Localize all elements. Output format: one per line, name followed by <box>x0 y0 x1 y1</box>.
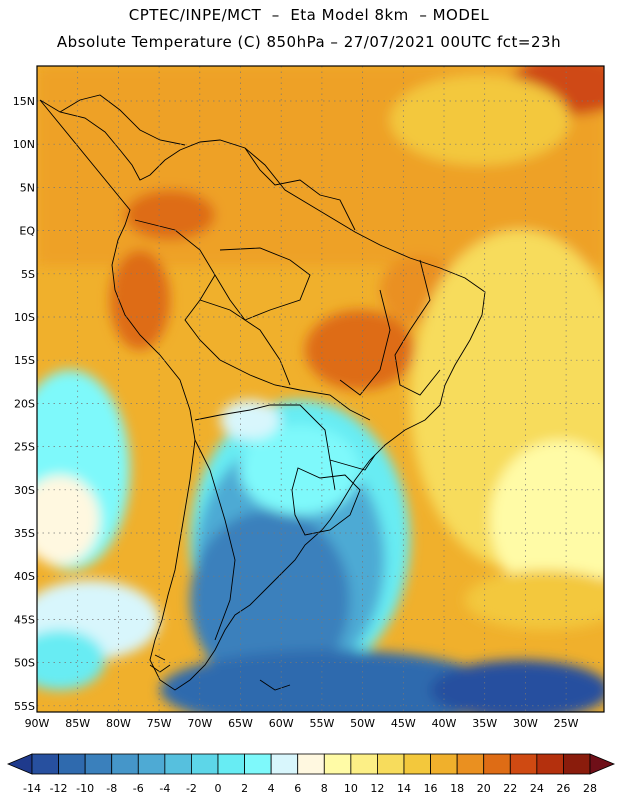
colorbar-swatch <box>84 753 113 775</box>
colorbar-swatch <box>456 753 485 775</box>
lon-label: 35W <box>472 717 497 730</box>
map-grid <box>37 66 604 712</box>
lat-label: 40S <box>14 570 35 583</box>
colorbar-label: -2 <box>186 782 197 795</box>
lat-label: EQ <box>19 225 35 238</box>
colorbar-arrow-right <box>589 753 616 775</box>
lat-label: 50S <box>14 657 35 670</box>
colorbar-swatch <box>430 753 458 775</box>
lat-label: 55S <box>14 700 35 713</box>
colorbar-arrow-left <box>6 753 33 775</box>
lon-label: 55W <box>309 717 334 730</box>
colorbar-swatch <box>509 753 538 775</box>
colorbar-swatch <box>483 753 511 775</box>
lon-label: 85W <box>65 717 90 730</box>
colorbar-label: 12 <box>370 782 384 795</box>
colorbar-label: 6 <box>294 782 301 795</box>
colorbar-label: 8 <box>321 782 328 795</box>
colorbar-label: 14 <box>397 782 411 795</box>
colorbar-label: 20 <box>477 782 491 795</box>
colorbar-swatch <box>563 753 591 775</box>
colorbar-swatch <box>137 753 166 775</box>
colorbar-label: 28 <box>583 782 597 795</box>
colorbar-label: -6 <box>133 782 144 795</box>
lon-label: 30W <box>513 717 538 730</box>
colorbar-label: -10 <box>76 782 94 795</box>
longitude-labels: 90W 85W 80W 75W 70W 65W 60W 55W 50W 45W 40W 35W 30W 2… <box>25 717 579 730</box>
lon-label: 25W <box>554 717 579 730</box>
colorbar-swatch <box>403 753 431 775</box>
latitude-labels: 15N 10N 5N EQ 5S 10S 15S 20S 25S 30S 35S 40S 45S 50S 5… <box>13 95 36 713</box>
colorbar-swatch <box>58 753 86 775</box>
lat-label: 35S <box>14 527 35 540</box>
colorbar-swatch <box>270 753 299 775</box>
lon-label: 70W <box>187 717 212 730</box>
lat-label: 5N <box>20 181 35 194</box>
colorbar-label: -4 <box>159 782 170 795</box>
lon-label: 65W <box>228 717 253 730</box>
colorbar-swatch <box>536 753 564 775</box>
colorbar-swatch <box>191 753 219 775</box>
colorbar-label: -14 <box>23 782 41 795</box>
colorbar-swatch <box>323 753 352 775</box>
lat-label: 15S <box>14 354 35 367</box>
lat-label: 30S <box>14 484 35 497</box>
colorbar-label: 4 <box>268 782 275 795</box>
lat-label: 25S <box>14 441 35 454</box>
colorbar-label: 26 <box>556 782 570 795</box>
lon-label: 90W <box>25 717 50 730</box>
lon-label: 60W <box>269 717 294 730</box>
colorbar-label: -12 <box>50 782 68 795</box>
colorbar-label: 10 <box>344 782 358 795</box>
colorbar-label: 0 <box>215 782 222 795</box>
colorbar-swatch <box>244 753 272 775</box>
colorbar-label: 16 <box>424 782 438 795</box>
colorbar-swatch <box>297 753 325 775</box>
map-frame <box>36 65 605 713</box>
colorbar-swatch <box>164 753 192 775</box>
colorbar-labels: -14 -12 -10 -8 -6 -4 -2 0 2 4 6 8 10 12 14 16 18 20 22 24 26… <box>23 782 597 795</box>
colorbar-label: 2 <box>241 782 248 795</box>
lon-label: 40W <box>432 717 457 730</box>
colorbar: -14 -12 -10 -8 -6 -4 -2 0 2 4 6 8 10 12 14 16 18 20 22 24 26… <box>6 753 616 795</box>
lat-label: 10S <box>14 311 35 324</box>
lat-label: 5S <box>21 268 35 281</box>
lat-label: 20S <box>14 397 35 410</box>
temperature-field <box>37 66 604 712</box>
lon-label: 45W <box>391 717 416 730</box>
colorbar-swatch <box>377 753 405 775</box>
lon-label: 80W <box>106 717 131 730</box>
colorbar-label: 18 <box>450 782 464 795</box>
chart-title-line2: Absolute Temperature (C) 850hPa – 27/07/… <box>56 33 562 51</box>
colorbar-label: 22 <box>503 782 517 795</box>
colorbar-label: 24 <box>530 782 544 795</box>
colorbar-label: -8 <box>106 782 117 795</box>
lon-label: 75W <box>147 717 172 730</box>
colorbar-swatch <box>350 753 378 775</box>
lat-label: 10N <box>13 138 35 151</box>
lon-label: 50W <box>350 717 375 730</box>
colorbar-swatches <box>6 753 616 775</box>
coastlines-and-borders <box>39 94 486 691</box>
colorbar-swatch <box>31 753 59 775</box>
lat-label: 45S <box>14 613 35 626</box>
colorbar-swatch <box>217 753 245 775</box>
chart-title-line1: CPTEC/INPE/MCT – Eta Model 8km – MODEL <box>128 6 490 24</box>
lat-label: 15N <box>13 95 35 108</box>
colorbar-swatch <box>111 753 139 775</box>
